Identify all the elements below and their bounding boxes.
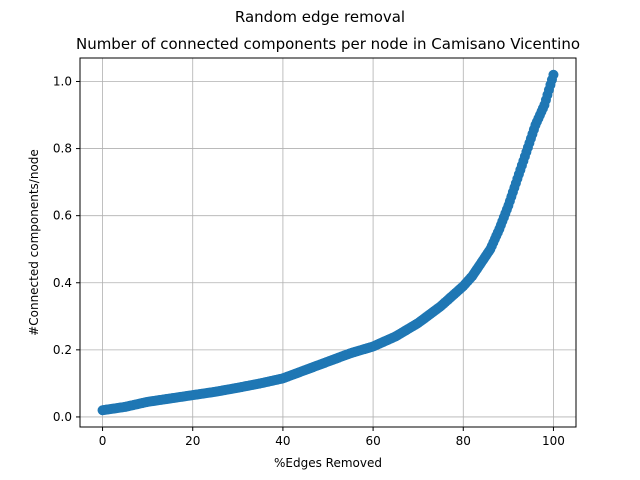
y-tick-label: 0.6 (53, 209, 72, 223)
chart-title: Number of connected components per node … (75, 35, 581, 53)
y-tick-label: 0.0 (53, 410, 72, 424)
y-tick-label: 1.0 (53, 74, 72, 88)
y-tick-label: 0.2 (53, 343, 72, 357)
axis-ticks: 0 20 40 60 80 100 0.0 0.2 0.4 0.6 0.8 1.0 (53, 74, 565, 448)
x-tick-label: 60 (365, 434, 380, 448)
x-tick-label: 0 (99, 434, 107, 448)
x-tick-label: 100 (542, 434, 565, 448)
grid (80, 58, 576, 427)
data-point (548, 69, 559, 80)
figure-suptitle: Random edge removal (234, 8, 406, 26)
y-tick-label: 0.4 (53, 276, 72, 290)
x-tick-label: 20 (185, 434, 200, 448)
data-points (97, 69, 559, 416)
x-tick-label: 80 (456, 434, 471, 448)
x-tick-label: 40 (275, 434, 290, 448)
x-axis-label: %Edges Removed (274, 456, 382, 470)
y-tick-label: 0.8 (53, 142, 72, 156)
y-axis-label: #Connected components/node (27, 149, 41, 336)
plot-frame (79, 57, 577, 428)
